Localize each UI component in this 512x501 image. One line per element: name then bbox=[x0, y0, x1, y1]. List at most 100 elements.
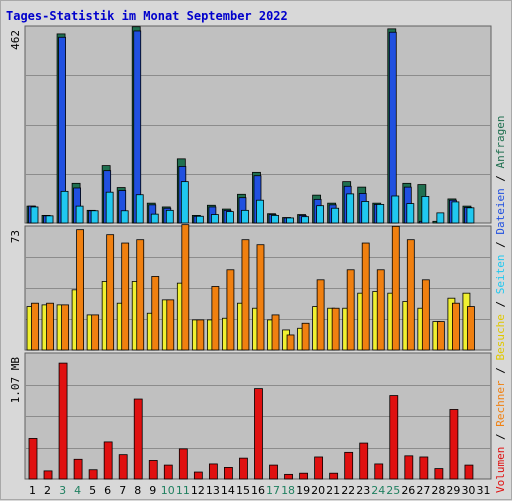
bar-seiten-14 bbox=[226, 211, 234, 224]
bar-seiten-17 bbox=[271, 215, 279, 224]
day-label-4: 4 bbox=[74, 484, 81, 497]
bar-rechner-16 bbox=[256, 244, 265, 351]
bar-volumen-15 bbox=[239, 457, 248, 480]
day-label-30: 30 bbox=[461, 484, 475, 497]
bar-rechner-1 bbox=[31, 302, 39, 351]
bar-rechner-15 bbox=[241, 239, 250, 351]
bar-dateien-25 bbox=[388, 31, 397, 224]
day-label-18: 18 bbox=[281, 484, 295, 497]
day-label-22: 22 bbox=[341, 484, 355, 497]
bar-rechner-5 bbox=[91, 314, 100, 351]
bar-rechner-25 bbox=[391, 225, 400, 351]
bar-volumen-28 bbox=[434, 468, 444, 480]
bar-volumen-25 bbox=[389, 395, 399, 480]
bar-rechner-13 bbox=[211, 286, 220, 351]
bar-seiten-6 bbox=[105, 191, 114, 224]
bar-rechner-18 bbox=[286, 334, 295, 351]
bar-seiten-27 bbox=[421, 196, 430, 224]
bar-volumen-22 bbox=[344, 451, 354, 480]
bar-rechner-29 bbox=[452, 302, 460, 351]
max-label-requests: 462 bbox=[9, 30, 22, 50]
day-label-14: 14 bbox=[221, 484, 235, 497]
bar-volumen-6 bbox=[103, 441, 113, 480]
day-label-29: 29 bbox=[446, 484, 460, 497]
bar-volumen-24 bbox=[374, 463, 384, 480]
bar-seiten-9 bbox=[150, 213, 159, 224]
bar-volumen-21 bbox=[329, 472, 339, 480]
bar-volumen-17 bbox=[269, 464, 278, 480]
bar-volumen-5 bbox=[88, 469, 98, 480]
bar-rechner-26 bbox=[406, 239, 415, 351]
bar-rechner-22 bbox=[346, 269, 355, 351]
max-label-visits: 73 bbox=[9, 230, 22, 243]
bar-rechner-4 bbox=[76, 229, 84, 351]
day-label-27: 27 bbox=[416, 484, 430, 497]
bar-rechner-24 bbox=[376, 269, 385, 351]
day-label-8: 8 bbox=[134, 484, 141, 497]
day-label-23: 23 bbox=[356, 484, 370, 497]
legend: Volumen / Rechner / Besuche / Seiten / D… bbox=[494, 115, 507, 493]
bar-rechner-6 bbox=[106, 234, 115, 351]
day-label-21: 21 bbox=[326, 484, 340, 497]
bar-seiten-15 bbox=[241, 209, 249, 224]
chart-title: Tages-Statistik im Monat September 2022 bbox=[6, 9, 288, 23]
bar-seiten-26 bbox=[406, 203, 415, 224]
day-label-6: 6 bbox=[104, 484, 111, 497]
legend-sep5: / bbox=[494, 168, 507, 188]
bar-volumen-9 bbox=[148, 460, 158, 480]
bar-volumen-23 bbox=[359, 442, 369, 480]
day-label-3: 3 bbox=[59, 484, 66, 497]
bar-seiten-21 bbox=[331, 207, 340, 224]
bar-volumen-18 bbox=[284, 473, 293, 480]
bar-rechner-20 bbox=[316, 279, 325, 351]
bar-volumen-30 bbox=[464, 464, 474, 480]
bar-rechner-23 bbox=[361, 242, 370, 351]
day-label-2: 2 bbox=[44, 484, 51, 497]
bar-seiten-29 bbox=[451, 201, 460, 224]
bar-rechner-21 bbox=[331, 307, 340, 351]
day-label-9: 9 bbox=[149, 484, 156, 497]
bar-rechner-11 bbox=[181, 224, 190, 351]
bar-rechner-9 bbox=[151, 276, 160, 351]
bar-volumen-16 bbox=[254, 388, 263, 480]
bar-volumen-26 bbox=[404, 455, 414, 480]
bar-seiten-7 bbox=[120, 210, 129, 224]
day-label-15: 15 bbox=[236, 484, 250, 497]
day-label-17: 17 bbox=[266, 484, 280, 497]
bar-seiten-18 bbox=[286, 217, 294, 224]
day-label-19: 19 bbox=[296, 484, 310, 497]
bar-volumen-19 bbox=[299, 472, 308, 480]
max-label-volume: 1.07 MB bbox=[9, 357, 22, 404]
bar-volumen-13 bbox=[208, 463, 218, 480]
legend-seiten: Seiten bbox=[494, 255, 507, 295]
bar-rechner-7 bbox=[121, 242, 130, 351]
legend-sep3: / bbox=[494, 294, 507, 314]
bar-volumen-27 bbox=[419, 456, 429, 480]
bar-seiten-10 bbox=[165, 209, 174, 224]
bar-seiten-1 bbox=[30, 206, 39, 224]
day-label-28: 28 bbox=[431, 484, 445, 497]
bar-seiten-28 bbox=[436, 212, 445, 224]
bar-seiten-16 bbox=[256, 199, 264, 224]
bar-volumen-20 bbox=[314, 456, 324, 480]
bar-rechner-14 bbox=[226, 269, 235, 351]
legend-rechner: Rechner bbox=[494, 380, 507, 427]
bar-seiten-23 bbox=[361, 201, 370, 224]
bar-volumen-1 bbox=[28, 438, 38, 480]
bar-rechner-12 bbox=[196, 319, 205, 351]
legend-dateien: Dateien bbox=[494, 188, 507, 234]
day-label-24: 24 bbox=[371, 484, 385, 497]
bar-volumen-2 bbox=[43, 470, 53, 480]
bar-rechner-3 bbox=[61, 304, 69, 351]
day-label-13: 13 bbox=[206, 484, 220, 497]
bar-rechner-19 bbox=[301, 322, 310, 351]
bar-rechner-17 bbox=[271, 314, 280, 351]
legend-sep1: / bbox=[494, 427, 507, 447]
bar-volumen-11 bbox=[178, 448, 188, 480]
bar-volumen-4 bbox=[73, 458, 83, 480]
bar-seiten-19 bbox=[301, 216, 309, 224]
day-label-25: 25 bbox=[386, 484, 400, 497]
legend-besuche: Besuche bbox=[494, 314, 507, 360]
